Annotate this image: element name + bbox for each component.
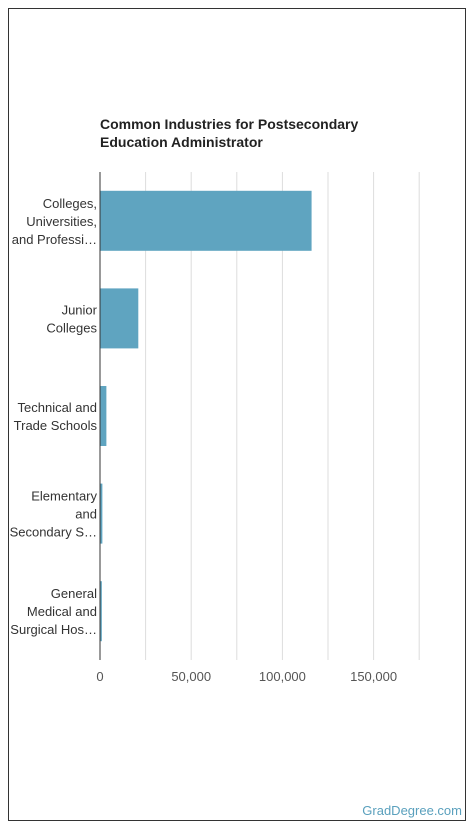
category-label: Trade Schools [14, 418, 98, 433]
category-label: Surgical Hos… [10, 622, 97, 637]
category-label: and Professi… [12, 232, 97, 247]
chart-title: Common Industries for Postsecondary Educ… [100, 115, 400, 151]
bar[interactable] [100, 190, 312, 251]
category-label: General [51, 586, 97, 601]
gridlines [145, 172, 420, 660]
category-label: Elementary [31, 489, 97, 504]
category-label: Junior [62, 302, 98, 317]
x-tick-labels: 0 50,000 100,000 150,000 [96, 669, 397, 684]
bar[interactable] [100, 483, 103, 544]
category-label: Medical and [27, 604, 97, 619]
category-labels: Colleges, Universities, and Professi… Junio… [10, 196, 98, 637]
category-label: Colleges [46, 320, 97, 335]
chart-title-line-2: Education Administrator [100, 134, 263, 150]
category-label: and [75, 507, 97, 522]
bar[interactable] [100, 288, 139, 349]
x-tick-label: 50,000 [171, 669, 211, 684]
chart-title-line-1: Common Industries for Postsecondary [100, 116, 359, 132]
category-label: Universities, [26, 214, 97, 229]
x-tick-label: 0 [96, 669, 103, 684]
x-tick-label: 150,000 [350, 669, 397, 684]
bar[interactable] [100, 581, 102, 642]
category-label: Technical and [18, 400, 98, 415]
category-label: Secondary S… [10, 525, 97, 540]
source-credit[interactable]: GradDegree.com [362, 803, 462, 818]
bars [100, 190, 312, 642]
bar[interactable] [100, 386, 107, 446]
category-label: Colleges, [43, 196, 97, 211]
x-tick-label: 100,000 [259, 669, 306, 684]
